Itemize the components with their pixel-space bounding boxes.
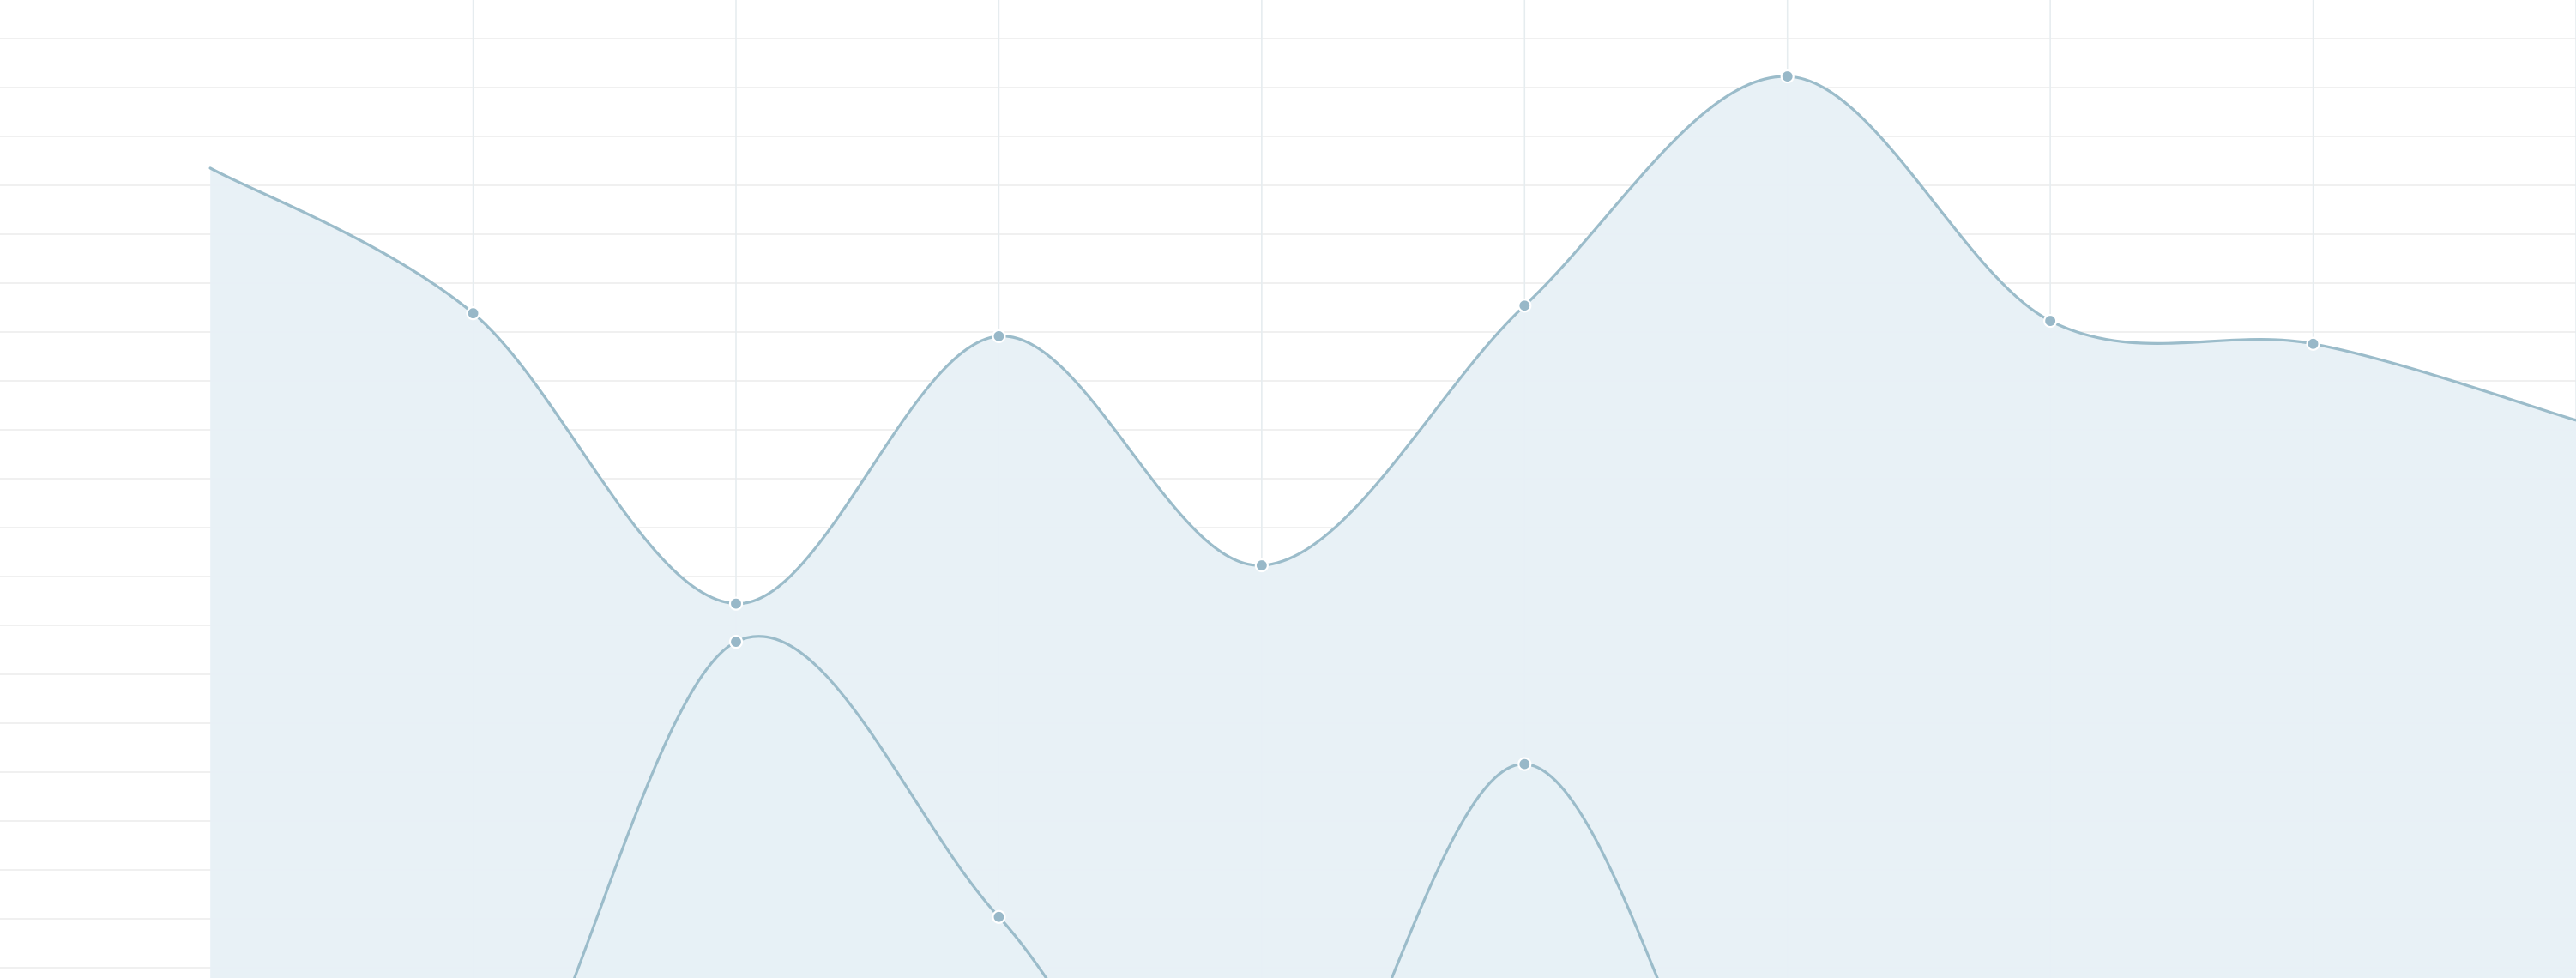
series-1-point [1780,69,1795,84]
series-2-area [210,636,2576,978]
series-1-point [2306,336,2320,351]
series-1-point [1254,558,1269,573]
series-1-point [466,306,480,321]
series-2-point [992,909,1006,924]
series-group [208,69,2576,978]
series-1-point [2043,313,2058,329]
series-2-point [728,635,744,649]
series-2-line [572,635,1659,978]
series-1-point [1517,299,1532,313]
series-1-line [208,75,2576,606]
series-2-point [1517,757,1532,771]
series-1-point [992,329,1006,343]
series-1-point [728,596,744,611]
